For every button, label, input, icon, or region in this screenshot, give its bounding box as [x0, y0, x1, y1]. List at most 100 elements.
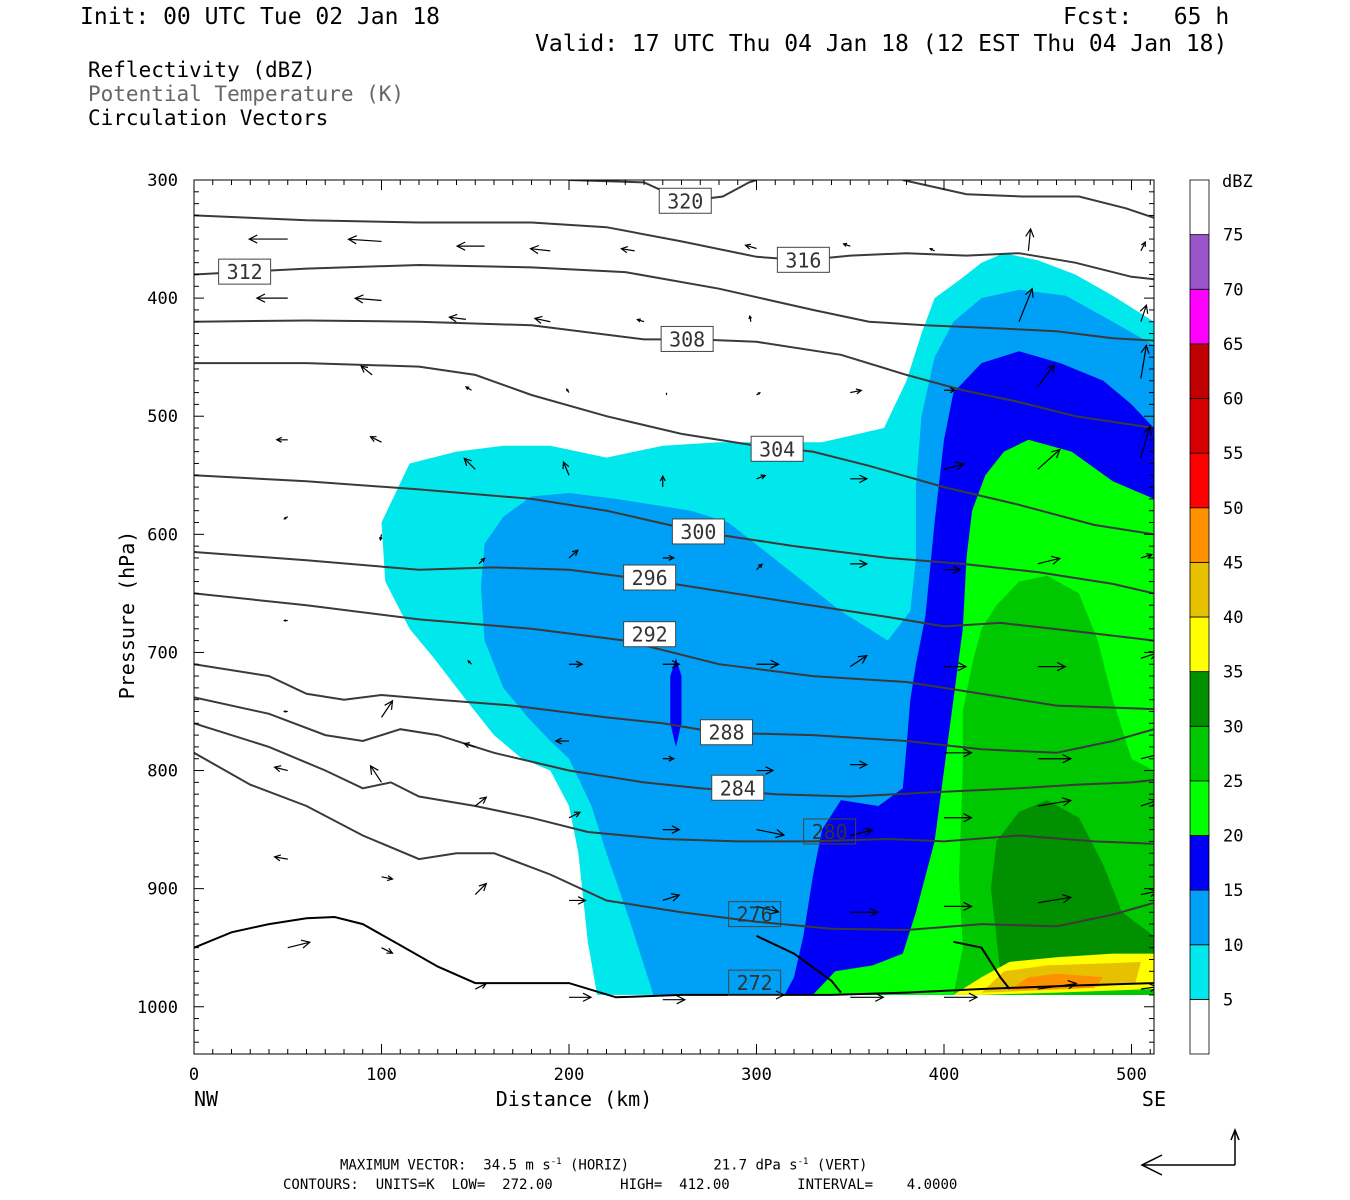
vector-head [874, 992, 885, 1002]
vector-head [1140, 344, 1150, 355]
vector-head [1062, 797, 1073, 807]
vector-head [676, 995, 687, 1005]
circulation-vector [478, 557, 486, 565]
vector-shaft [756, 829, 785, 836]
vector-head [386, 875, 394, 882]
colorbar-segment [1189, 452, 1210, 509]
valid-time: Valid: 17 UTC Thu 04 Jan 18 (12 EST Thu … [535, 31, 1228, 57]
y-tick-label: 700 [147, 643, 178, 663]
vector-head [859, 474, 869, 484]
circulation-vector [369, 764, 382, 783]
theta-label-box-308 [660, 325, 714, 352]
circulation-vector [1140, 798, 1154, 808]
colorbar-segment [1189, 234, 1210, 290]
circulation-vector [533, 315, 551, 324]
colorbar-segment [1189, 288, 1210, 345]
circulation-vector [275, 436, 288, 443]
colorbar-segment [1189, 998, 1210, 1055]
max-vector-vert-value: 21.7 dPa s [713, 1157, 798, 1174]
vector-shaft [621, 248, 635, 252]
vector-head [1146, 553, 1154, 560]
theta-label-box-288 [700, 719, 753, 746]
colorbar-segment [1189, 179, 1210, 236]
colorbar-level-label: 70 [1223, 280, 1243, 300]
vector-head [478, 882, 488, 892]
vector-head [1067, 980, 1078, 990]
init-time: Init: 00 UTC Tue 02 Jan 18 [80, 4, 441, 30]
vector-head [668, 755, 676, 762]
circulation-vector [463, 742, 476, 749]
vector-head [954, 461, 966, 471]
circulation-vector [247, 234, 288, 244]
vector-head [659, 474, 666, 482]
theta-label-276: 276 [728, 901, 782, 928]
vector-head [1153, 751, 1154, 752]
vector-shaft [348, 238, 382, 243]
circulation-vector [381, 875, 394, 882]
colorbar-unit: dBZ [1222, 172, 1253, 192]
circulation-vector [569, 992, 593, 1002]
vector-shaft [534, 317, 551, 323]
circulation-vector [474, 796, 488, 807]
vector-head [765, 766, 775, 775]
theta-label-box-296 [623, 564, 677, 591]
vector-head [963, 813, 973, 823]
circulation-vector [369, 436, 382, 443]
y-tick-label: 300 [147, 171, 178, 191]
vector-head [952, 565, 962, 575]
vector-head [384, 699, 394, 710]
x-axis-title: Distance (km) [496, 1087, 653, 1111]
vector-shaft [449, 316, 466, 320]
theta-contour-276-12 [194, 751, 1154, 932]
x-tick-label: 500 [1116, 1065, 1147, 1085]
theta-contour-308-4 [194, 319, 1154, 429]
vector-shaft [474, 796, 487, 807]
theta-label-text-288: 288 [708, 721, 744, 745]
vector-head [668, 554, 676, 561]
circulation-vector [850, 559, 869, 569]
circulation-vector [1140, 240, 1146, 252]
vector-head [455, 241, 466, 251]
vector-shaft [1018, 288, 1033, 322]
vector-head [275, 436, 282, 443]
circulation-vector [347, 235, 382, 245]
colorbar-level-label: 35 [1223, 663, 1243, 683]
vector-head [855, 388, 863, 395]
vector-shaft [287, 941, 310, 949]
circulation-vector [756, 766, 775, 775]
vector-head [273, 765, 282, 773]
vector-head [463, 742, 471, 749]
vector-head [283, 710, 287, 713]
circulation-vector [474, 982, 488, 990]
theta-label-272: 272 [728, 969, 782, 996]
theta-contour-272-14 [756, 934, 842, 994]
circulation-vector [659, 474, 666, 488]
circulation-vector [1140, 983, 1154, 993]
vector-shaft [1140, 241, 1146, 252]
vector-shaft [1037, 896, 1071, 904]
vector-shaft [1037, 557, 1060, 565]
circulation-vector [850, 388, 863, 395]
vector-head [255, 293, 266, 303]
vector-head [671, 659, 681, 669]
x-tick-label: 0 [189, 1065, 199, 1085]
vector-head [347, 235, 358, 245]
theta-label-284: 284 [711, 774, 765, 801]
y-tick-label: 500 [147, 407, 178, 427]
circulation-vector [273, 765, 288, 773]
contours-info: CONTOURS: UNITS=K LOW= 272.00 HIGH= 412.… [283, 1177, 958, 1193]
theta-label-280: 280 [803, 818, 857, 845]
vector-head [183, 938, 189, 943]
vector-head [480, 557, 486, 563]
vector-head [386, 947, 394, 954]
colorbar-level-label: 15 [1223, 881, 1243, 901]
x-tick-label: 100 [366, 1065, 397, 1085]
vector-head [1148, 798, 1154, 808]
circulation-vector [379, 534, 383, 542]
circulation-vector [1025, 227, 1035, 251]
vector-head [566, 388, 569, 392]
colorbar-segment [1189, 343, 1210, 399]
vector-shaft [381, 700, 393, 718]
vector-head [775, 829, 786, 839]
colorbar-level-label: 50 [1223, 499, 1243, 519]
